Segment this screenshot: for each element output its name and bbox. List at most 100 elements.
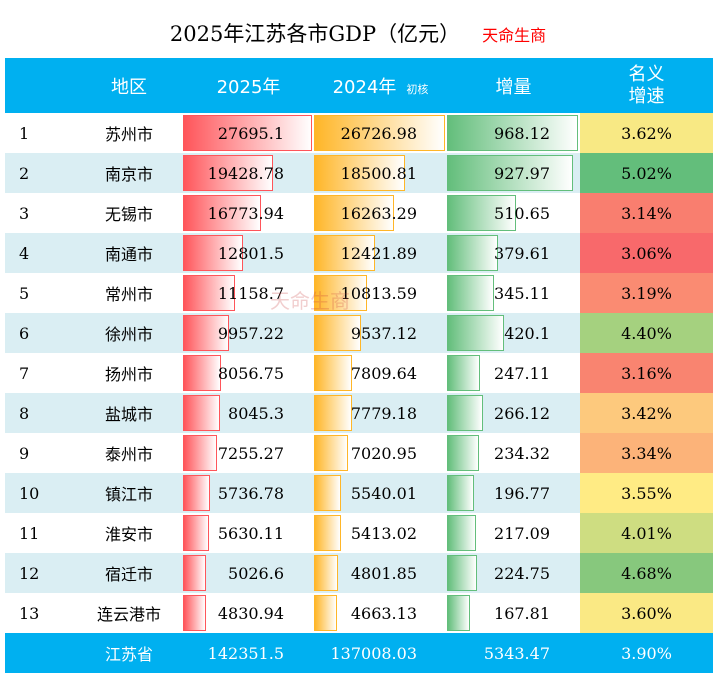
growth-rate: 3.16%	[580, 353, 713, 393]
table-row: 4 南通市 12801.5 12421.89 379.61 3.06%	[5, 233, 713, 273]
growth-rate: 3.60%	[580, 593, 713, 633]
growth-rate: 3.19%	[580, 273, 713, 313]
value: 19428.78	[207, 163, 284, 183]
value: 5026.6	[228, 563, 284, 583]
cell-y2024: 7020.95	[314, 433, 447, 473]
value: 266.12	[494, 403, 550, 423]
data-bar	[447, 235, 499, 271]
data-bar	[183, 595, 206, 631]
value: 345.11	[494, 283, 550, 303]
table-row: 8 盐城市 8045.3 7779.18 266.12 3.42%	[5, 393, 713, 433]
cell-y2024: 18500.81	[314, 153, 447, 193]
data-bar	[447, 555, 478, 591]
table-row: 9 泰州市 7255.27 7020.95 234.32 3.34%	[5, 433, 713, 473]
cell-inc: 217.09	[447, 513, 580, 553]
region-name: 苏州市	[104, 125, 153, 144]
cell-inc: 420.1	[447, 313, 580, 353]
cell-y2025: 11158.7	[183, 273, 314, 313]
data-bar	[314, 155, 405, 191]
region-name: 连云港市	[96, 605, 161, 624]
cell-y2025: 9957.22	[183, 313, 314, 353]
data-bar	[314, 395, 353, 431]
table-row: 11 淮安市 5630.11 5413.02 217.09 4.01%	[5, 513, 713, 553]
value: 26726.98	[340, 123, 417, 143]
table-row: 5 常州市 11158.7 10813.59 345.11 3.19%	[5, 273, 713, 313]
growth-rate: 3.14%	[580, 193, 713, 233]
data-bar	[183, 315, 230, 351]
data-bar	[447, 195, 517, 231]
cell-y2024: 7809.64	[314, 353, 447, 393]
region-name: 盐城市	[75, 393, 183, 433]
region-name: 泰州市	[104, 445, 153, 464]
gdp-table: 地区 2025年 2024年 初核 增量 名义增速 1 苏州市 27695.1 26…	[5, 58, 713, 673]
table-row: 13 连云港市 4830.94 4663.13 167.81 3.60%	[5, 593, 713, 633]
data-bar	[183, 115, 312, 151]
cell-y2024: 5413.02	[314, 513, 447, 553]
growth-rate: 4.68%	[580, 553, 713, 593]
value: 8056.75	[217, 363, 284, 383]
rank: 4	[5, 233, 75, 273]
value: 5343.47	[483, 643, 550, 663]
total-name: 江苏省	[75, 633, 183, 673]
value: 27695.1	[217, 123, 284, 143]
cell-y2025: 12801.5	[183, 233, 314, 273]
data-bar	[447, 395, 483, 431]
region-name: 淮安市	[104, 525, 153, 544]
data-bar	[314, 275, 367, 311]
value: 420.1	[504, 323, 550, 343]
value: 12421.89	[340, 243, 417, 263]
cell-inc: 510.65	[447, 193, 580, 233]
rank: 7	[19, 363, 30, 383]
cell-inc: 196.77	[447, 473, 580, 513]
data-bar	[314, 235, 375, 271]
rank: 12	[5, 553, 75, 593]
brand-label: 天命生商	[482, 26, 547, 45]
data-bar	[183, 435, 217, 471]
cell-y2025: 16773.94	[183, 193, 314, 233]
cell-inc: 247.11	[447, 353, 580, 393]
data-bar	[314, 515, 341, 551]
value: 7255.27	[217, 443, 284, 463]
data-bar	[447, 515, 477, 551]
value: 10813.59	[340, 283, 417, 303]
table-row: 3 无锡市 16773.94 16263.29 510.65 3.14%	[5, 193, 713, 233]
rank: 8	[5, 393, 75, 433]
table-row: 7 扬州市 8056.75 7809.64 247.11 3.16%	[5, 353, 713, 393]
value: 234.32	[494, 443, 550, 463]
value: 217.09	[494, 523, 550, 543]
value: 4830.94	[217, 603, 284, 623]
growth-rate: 4.01%	[580, 513, 713, 553]
value: 247.11	[494, 363, 550, 383]
header-2024-note: 初核	[406, 82, 429, 96]
growth-rate: 5.02%	[580, 153, 713, 193]
total-2024: 137008.03	[314, 633, 447, 673]
header-2025: 2025年	[183, 58, 314, 113]
value: 968.12	[494, 123, 550, 143]
value: 9537.12	[350, 323, 417, 343]
cell-y2024: 9537.12	[314, 313, 447, 353]
rank: 11	[19, 523, 40, 543]
rank: 5	[19, 283, 30, 303]
value: 5630.11	[217, 523, 284, 543]
region-name: 扬州市	[104, 365, 153, 384]
header-2024: 2024年 初核	[314, 58, 447, 113]
header-growth: 名义增速	[580, 58, 713, 113]
data-bar	[314, 475, 342, 511]
data-bar	[314, 315, 361, 351]
data-bar	[447, 275, 494, 311]
cell-y2024: 10813.59	[314, 273, 447, 313]
rank: 1	[19, 123, 30, 143]
data-bar	[447, 115, 578, 151]
cell-y2025: 8056.75	[183, 353, 314, 393]
cell-y2025: 8045.3	[183, 393, 314, 433]
page-title: 2025年江苏各市GDP（亿元） 天命生商	[0, 18, 716, 48]
cell-inc: 234.32	[447, 433, 580, 473]
data-bar	[447, 475, 474, 511]
data-bar	[183, 355, 221, 391]
cell-y2024: 5540.01	[314, 473, 447, 513]
region-name: 南京市	[75, 153, 183, 193]
total-row: 江苏省 142351.5 137008.03 5343.47 3.90%	[5, 633, 713, 673]
header-row: 地区 2025年 2024年 初核 增量 名义增速	[5, 58, 713, 113]
region-name: 南通市	[75, 233, 183, 273]
cell-y2025: 27695.1	[183, 113, 314, 153]
